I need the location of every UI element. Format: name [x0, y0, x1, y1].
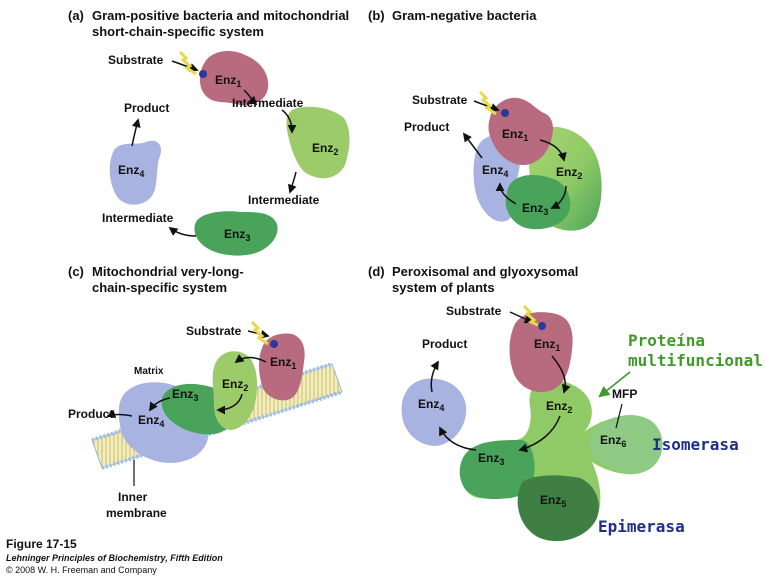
- panel-d-substrate-label: Substrate: [446, 304, 502, 318]
- panel-d-enz1-label: Enz1: [534, 337, 560, 353]
- handwritten-annotations: Proteína multifuncional Isomerasa Epimer…: [598, 331, 763, 536]
- panel-c-substrate-label: Substrate: [186, 324, 242, 338]
- panel-b-letter: (b): [368, 8, 385, 23]
- figure-number: Figure 17-15: [6, 537, 77, 551]
- panel-d-substrate-spark-icon: [522, 304, 541, 328]
- panel-c: (c) Mitochondrial very-long- chain-speci…: [68, 264, 343, 520]
- panel-d-enz6-label: Enz6: [600, 433, 626, 449]
- panel-a-intermediate-1: Intermediate: [232, 96, 304, 110]
- panel-d-enz1-shape: [509, 312, 573, 393]
- panel-d-enz6-shape: [589, 415, 663, 474]
- panel-c-arrow-3-4: [149, 397, 171, 412]
- panel-a-enz2-shape: [286, 106, 350, 179]
- annotation-epimerasa: Epimerasa: [598, 517, 685, 536]
- panel-c-arrow-to-product: [106, 409, 133, 418]
- panel-b-substrate-label: Substrate: [412, 93, 468, 107]
- panel-a-enz3-label: Enz3: [224, 227, 250, 243]
- panel-d-substrate-arrow: [509, 311, 534, 324]
- panel-c-arrow-1-2: [234, 354, 267, 364]
- panel-b: (b) Gram-negative bacteria Substrate Enz…: [368, 8, 602, 231]
- book-title: Lehninger Principles of Biochemistry, Fi…: [6, 553, 223, 563]
- panel-a-arrow-to-enz2: [281, 109, 297, 134]
- panel-b-substrate-spark-icon: [478, 90, 497, 116]
- panel-a-arrow-to-product: [131, 118, 141, 147]
- panel-a-enz1-label: Enz1: [215, 73, 241, 89]
- panel-a-arrow-2-3: [288, 171, 297, 194]
- panel-a-intermediate-2: Intermediate: [248, 193, 320, 207]
- annotation-isomerasa: Isomerasa: [652, 435, 739, 454]
- panel-d-product-label: Product: [422, 337, 467, 351]
- panel-a-intermediate-3: Intermediate: [102, 211, 174, 225]
- panel-d-arrow-2-3: [518, 415, 561, 453]
- panel-c-inner-label-line1: Inner: [118, 490, 148, 504]
- figure-caption: Figure 17-15 Lehninger Principles of Bio…: [6, 537, 223, 575]
- panel-c-title-line1: Mitochondrial very-long-: [92, 264, 244, 279]
- panel-c-substrate-dot: [270, 340, 278, 348]
- panel-b-arrow-to-product: [462, 132, 483, 159]
- panel-b-enz4-label: Enz4: [482, 163, 508, 179]
- panel-c-letter: (c): [68, 264, 84, 279]
- panel-a-enz2-label: Enz2: [312, 141, 338, 157]
- panel-a-title-line1: Gram-positive bacteria and mitochondrial: [92, 8, 349, 23]
- panel-d-letter: (d): [368, 264, 385, 279]
- panel-c-product-label: Product: [68, 407, 113, 421]
- panel-c-enz1-label: Enz1: [270, 355, 296, 371]
- panel-c-matrix-label: Matrix: [134, 366, 164, 377]
- panel-a-title-line2: short-chain-specific system: [92, 24, 264, 39]
- panel-d-arrow-1-2: [551, 355, 571, 394]
- panel-b-substrate-arrow: [473, 100, 500, 112]
- panel-c-inner-label-line2: membrane: [106, 506, 167, 520]
- panel-d-substrate-dot: [538, 322, 546, 330]
- panel-d-mfp-leader: [615, 403, 623, 429]
- panel-d-enz4-label: Enz4: [418, 397, 444, 413]
- panel-b-enz3-shape: [505, 175, 571, 230]
- panel-c-enz3-label: Enz3: [172, 387, 198, 403]
- panel-a: (a) Gram-positive bacteria and mitochond…: [68, 8, 350, 256]
- panel-a-substrate-dot: [199, 70, 207, 78]
- panel-d-enz5-label: Enz5: [540, 493, 566, 509]
- panel-d-enz4-shape: [401, 378, 467, 446]
- panel-b-arrow-3-4: [495, 182, 517, 205]
- panel-d-arrow-to-product: [430, 360, 439, 393]
- panel-d-enz2-label: Enz2: [546, 399, 572, 415]
- panel-d-title-line2: system of plants: [392, 280, 495, 295]
- panel-b-substrate-dot: [501, 109, 509, 117]
- panel-d-mfp-label: MFP: [612, 387, 637, 401]
- panel-a-arrow-3-4: [168, 226, 197, 237]
- panel-a-substrate-arrow: [171, 60, 199, 72]
- panel-c-enz4-label: Enz4: [138, 413, 164, 429]
- panel-b-enz2-label: Enz2: [556, 165, 582, 181]
- annotation-pointer-arrow: [598, 371, 631, 398]
- panel-d-enz5-shape: [517, 475, 599, 542]
- panel-a-enz1-shape: [199, 50, 269, 106]
- panel-a-enz4-shape: [109, 140, 162, 205]
- panel-d-enz3-label: Enz3: [478, 451, 504, 467]
- panel-a-enz3-shape: [194, 211, 278, 256]
- panel-d-enz3-shape: [459, 440, 535, 500]
- panel-a-letter: (a): [68, 8, 84, 23]
- panel-c-enz1-shape: [259, 333, 305, 401]
- panel-b-arrow-1-2: [539, 139, 567, 162]
- panel-d-title-line1: Peroxisomal and glyoxysomal: [392, 264, 578, 279]
- panel-b-enz1-label: Enz1: [502, 127, 528, 143]
- panel-b-product-label: Product: [404, 120, 449, 134]
- panel-a-substrate-spark-icon: [178, 50, 197, 76]
- panel-b-arrow-2-3: [550, 185, 567, 209]
- panel-c-arrow-2-3: [216, 393, 243, 415]
- panel-a-enz4-label: Enz4: [118, 163, 144, 179]
- panel-a-arrow-1-2: [243, 89, 258, 106]
- panel-b-title-line1: Gram-negative bacteria: [392, 8, 537, 23]
- panel-c-enz2-label: Enz2: [222, 377, 248, 393]
- panel-b-enz3-label: Enz3: [522, 201, 548, 217]
- copyright: © 2008 W. H. Freeman and Company: [6, 565, 157, 575]
- panel-a-substrate-label: Substrate: [108, 53, 164, 67]
- panel-d-arrow-3-4: [439, 426, 477, 451]
- panel-c-title-line2: chain-specific system: [92, 280, 227, 295]
- panel-d: (d) Peroxisomal and glyoxysomal system o…: [368, 264, 663, 542]
- annotation-multifuncional: multifuncional: [628, 351, 763, 370]
- panel-a-product-label: Product: [124, 101, 169, 115]
- annotation-proteina: Proteína: [628, 331, 705, 350]
- panel-c-substrate-spark-icon: [250, 320, 269, 346]
